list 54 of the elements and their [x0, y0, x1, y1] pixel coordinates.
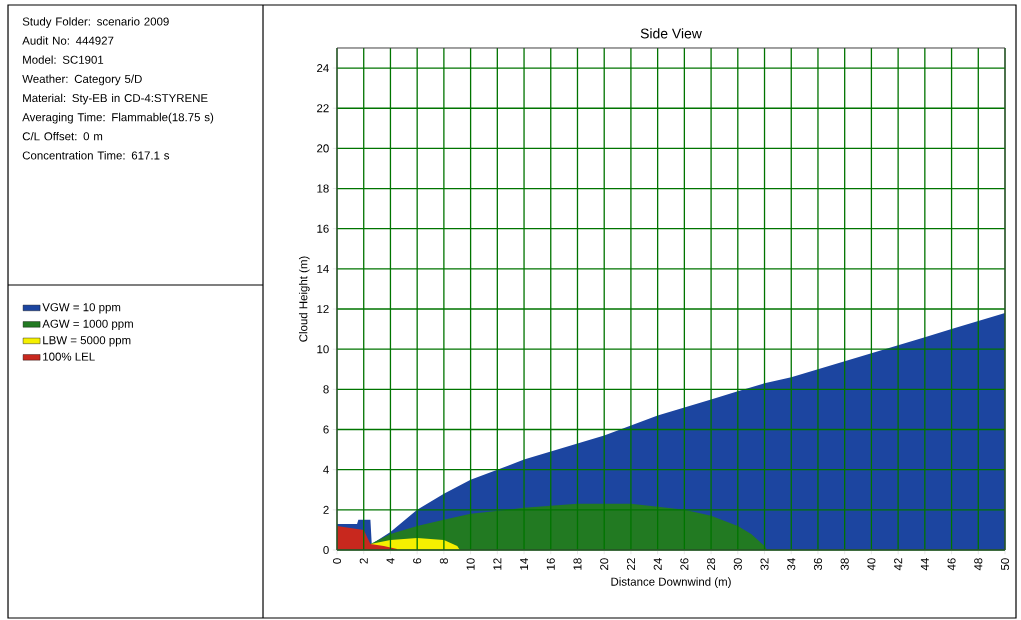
- y-tick-label: 12: [317, 305, 329, 314]
- x-tick-label: 26: [680, 558, 689, 570]
- text: Concentration Time: 617.1 s: [22, 151, 170, 160]
- y-tick-label: 4: [323, 465, 329, 474]
- y-tick-label: 20: [317, 144, 329, 153]
- y-tick-label: 2: [323, 505, 329, 514]
- text: Weather: Category 5/D: [22, 74, 142, 86]
- x-tick-label: 20: [600, 558, 609, 570]
- text: Model: SC1901: [23, 55, 104, 64]
- x-tick-label: 36: [813, 558, 823, 571]
- x-tick-label: 32: [760, 558, 769, 571]
- x-tick-label: 34: [787, 558, 796, 571]
- y-tick-label: 22: [317, 104, 329, 113]
- x-tick-label: 38: [840, 558, 849, 571]
- y-tick-label: 0: [323, 545, 329, 555]
- x-tick-label: 22: [626, 558, 635, 570]
- x-tick-label: 50: [1000, 558, 1010, 571]
- x-tick-label: 40: [867, 558, 876, 571]
- x-tick-label: 14: [520, 558, 528, 570]
- x-tick-label: 28: [707, 558, 716, 570]
- x-tick-label: 30: [733, 558, 742, 571]
- y-tick-label: 16: [317, 224, 329, 233]
- legend-label: 100% LEL: [43, 352, 95, 361]
- chart-title: Side View: [640, 28, 702, 39]
- x-tick-label: 16: [546, 558, 555, 570]
- x-tick-label: 42: [894, 558, 903, 571]
- y-axis-title: Cloud Height (m): [298, 256, 310, 342]
- x-tick-label: 10: [466, 558, 475, 570]
- x-axis-title: Distance Downwind (m): [611, 577, 731, 589]
- x-tick-label: 8: [439, 558, 448, 564]
- x-tick-label: 44: [920, 558, 929, 571]
- y-tick-label: 6: [323, 425, 329, 434]
- x-tick-label: 2: [359, 558, 368, 564]
- text: Material: Sty-EB in CD-4:STYRENE: [23, 93, 208, 105]
- text: Averaging Time: Flammable(18.75 s): [22, 112, 214, 124]
- y-tick-label: 10: [317, 345, 329, 354]
- text: Audit No: 444927: [22, 36, 114, 45]
- x-tick-label: 0: [332, 558, 342, 564]
- y-tick-label: 24: [317, 64, 329, 73]
- x-tick-label: 12: [493, 558, 502, 570]
- y-tick-label: 8: [323, 385, 329, 394]
- legend-label: VGW = 10 ppm: [42, 303, 121, 314]
- x-tick-label: 6: [413, 558, 422, 564]
- text: C/L Offset: 0 m: [22, 131, 103, 141]
- x-tick-label: 24: [653, 558, 662, 570]
- x-tick-label: 4: [386, 558, 395, 564]
- x-tick-label: 48: [974, 558, 983, 571]
- y-tick-label: 18: [317, 184, 329, 193]
- x-tick-label: 46: [947, 558, 956, 571]
- x-tick-label: 18: [573, 558, 582, 570]
- legend-label: AGW = 1000 ppm: [42, 319, 133, 331]
- text: Study Folder: scenario 2009: [22, 17, 169, 28]
- legend-label: LBW = 5000 ppm: [43, 336, 131, 347]
- y-tick-label: 14: [317, 264, 329, 273]
